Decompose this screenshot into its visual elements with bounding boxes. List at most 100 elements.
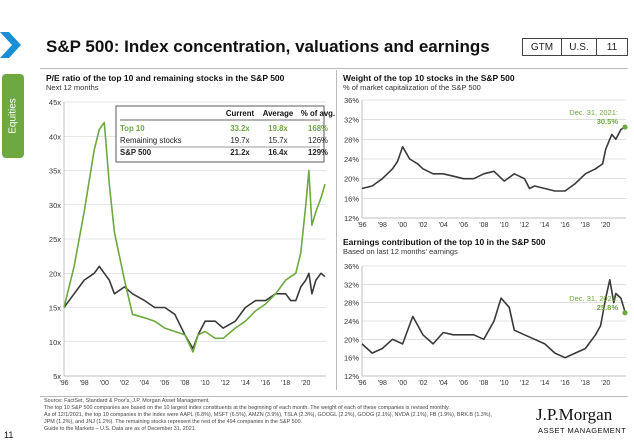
y-tick-label: 16% xyxy=(344,194,359,203)
table-cell: 19.7x xyxy=(230,136,249,145)
x-tick-label: '06 xyxy=(459,222,468,229)
x-tick-label: '16 xyxy=(561,380,570,387)
table-header: % of avg. xyxy=(301,109,335,118)
table-cell: 16.4x xyxy=(268,148,288,157)
x-tick-label: '96 xyxy=(357,222,366,229)
x-tick-label: '96 xyxy=(59,380,68,387)
x-tick-label: '08 xyxy=(479,222,488,229)
x-tick-label: '14 xyxy=(540,380,549,387)
weight-chart: 12% 16% 20% 24% 28% 32% 36% '96 '98 '00 '02 '04 '06 '… xyxy=(344,96,628,229)
page-title: S&P 500: Index concentration, valuations… xyxy=(46,37,490,56)
x-tick-label: '14 xyxy=(241,380,250,387)
y-tick-label: 40x xyxy=(49,132,61,141)
slide-number: 11 xyxy=(596,38,628,56)
x-tick-label: '12 xyxy=(520,222,529,229)
y-tick-label: 5x xyxy=(53,372,61,381)
x-tick-label: '16 xyxy=(261,380,270,387)
footnote-source: Source: FactSet, Standard & Poor's, J.P.… xyxy=(44,398,210,404)
weight-chart-title: Weight of the top 10 stocks in the S&P 5… xyxy=(343,73,515,83)
footnote-line: JPM (1.2%), and JNJ (1.2%). The remainin… xyxy=(44,419,303,425)
table-cell: Remaining stocks xyxy=(120,136,182,145)
x-tick-label: '10 xyxy=(500,222,509,229)
region-label: U.S. xyxy=(561,38,597,56)
pe-chart-subtitle: Next 12 months xyxy=(46,83,99,92)
table-cell: 129% xyxy=(308,148,328,157)
table-cell: 19.8x xyxy=(268,124,288,133)
x-tick-label: '18 xyxy=(581,380,590,387)
x-tick-label: '02 xyxy=(418,222,427,229)
y-tick-label: 12% xyxy=(344,214,359,223)
annotation-label: Dec. 31, 2021: xyxy=(569,108,618,117)
table-cell: 21.2x xyxy=(230,148,250,157)
x-tick-label: '04 xyxy=(140,380,149,387)
x-tick-label: '20 xyxy=(601,222,610,229)
x-tick-label: '10 xyxy=(201,380,210,387)
y-tick-label: 28% xyxy=(344,135,359,144)
x-tick-label: '00 xyxy=(398,222,407,229)
earnings-chart-title: Earnings contribution of the top 10 in t… xyxy=(343,237,546,247)
table-cell: 126% xyxy=(308,136,328,145)
pe-chart-title: P/E ratio of the top 10 and remaining st… xyxy=(46,73,285,83)
footnote-line: The top 10 S&P 500 companies are based o… xyxy=(44,405,450,411)
y-tick-label: 24% xyxy=(344,317,359,326)
y-tick-label: 24% xyxy=(344,155,359,164)
table-header: Average xyxy=(263,109,294,118)
series-line xyxy=(63,121,326,353)
x-tick-label: '06 xyxy=(160,380,169,387)
y-tick-label: 36% xyxy=(344,262,359,271)
x-tick-label: '02 xyxy=(120,380,129,387)
annotation-value: 30.5% xyxy=(597,117,619,126)
x-tick-label: '14 xyxy=(540,222,549,229)
x-tick-label: '18 xyxy=(581,222,590,229)
pe-ratio-chart: 5x 10x 15x 20x 25x 30x 35x 40x 45x '96 '98 '00 '02 '0… xyxy=(49,98,335,387)
y-tick-label: 28% xyxy=(344,299,359,308)
footnote-line: Guide to the Markets – U.S. Data are as … xyxy=(44,426,197,432)
section-tab[interactable]: Equities xyxy=(2,74,24,158)
y-tick-label: 35x xyxy=(49,167,61,176)
y-tick-label: 32% xyxy=(344,116,359,125)
x-tick-label: '02 xyxy=(418,380,427,387)
x-tick-label: '00 xyxy=(398,380,407,387)
y-tick-label: 45x xyxy=(49,98,61,107)
x-tick-label: '18 xyxy=(281,380,290,387)
page-number: 11 xyxy=(4,430,14,440)
x-tick-label: '96 xyxy=(357,380,366,387)
footer-divider xyxy=(40,396,628,397)
y-tick-label: 20x xyxy=(49,269,61,278)
x-tick-label: '04 xyxy=(439,222,448,229)
annotation-marker xyxy=(622,310,628,316)
series-line xyxy=(361,279,626,359)
x-tick-label: '06 xyxy=(459,380,468,387)
y-tick-label: 12% xyxy=(344,372,359,381)
chevron-right-icon xyxy=(0,32,21,58)
panel-divider xyxy=(336,70,337,390)
x-tick-label: '08 xyxy=(180,380,189,387)
header-divider xyxy=(40,68,628,69)
x-tick-label: '98 xyxy=(378,222,387,229)
earnings-chart-subtitle: Based on last 12 months' earnings xyxy=(343,247,458,256)
x-tick-label: '12 xyxy=(221,380,230,387)
series-line xyxy=(63,265,326,350)
series-line xyxy=(361,126,626,192)
y-tick-label: 16% xyxy=(344,354,359,363)
x-tick-label: '08 xyxy=(479,380,488,387)
x-tick-label: '16 xyxy=(561,222,570,229)
y-tick-label: 20% xyxy=(344,175,359,184)
table-header: Current xyxy=(226,109,255,118)
x-tick-label: '20 xyxy=(601,380,610,387)
x-tick-label: '10 xyxy=(500,380,509,387)
weight-chart-subtitle: % of market capitalization of the S&P 50… xyxy=(343,83,481,92)
y-tick-label: 36% xyxy=(344,96,359,105)
table-cell: 15.7x xyxy=(268,136,287,145)
table-cell: 168% xyxy=(308,124,328,133)
x-tick-label: '12 xyxy=(520,380,529,387)
table-cell: 33.2x xyxy=(230,124,250,133)
jpmorgan-logo: J.P.Morgan xyxy=(536,405,613,424)
section-tab-label: Equities xyxy=(7,98,19,134)
y-tick-label: 25x xyxy=(49,235,61,244)
annotation-label: Dec. 31, 2021: xyxy=(569,294,618,303)
table-cell: S&P 500 xyxy=(120,148,152,157)
jpmorgan-logo-subtitle: ASSET MANAGEMENT xyxy=(538,426,627,435)
annotation-value: 25.8% xyxy=(597,303,619,312)
y-tick-label: 20% xyxy=(344,335,359,344)
